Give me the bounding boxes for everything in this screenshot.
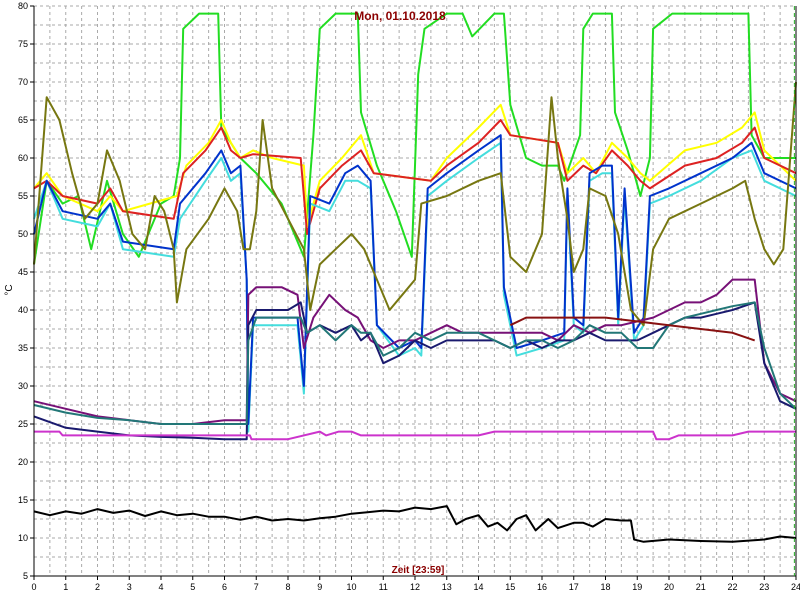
y-tick-label: 25 — [18, 419, 28, 429]
x-tick-label: 13 — [442, 582, 452, 592]
x-tick-label: 15 — [505, 582, 515, 592]
x-tick-label: 16 — [537, 582, 547, 592]
y-tick-label: 40 — [18, 305, 28, 315]
x-tick-label: 22 — [727, 582, 737, 592]
y-tick-label: 35 — [18, 343, 28, 353]
series-line-5 — [33, 134, 797, 425]
x-tick-label: 4 — [158, 582, 163, 592]
series-line-10 — [509, 316, 756, 342]
x-tick-label: 12 — [410, 582, 420, 592]
x-tick-label: 14 — [473, 582, 483, 592]
y-tick-label: 60 — [18, 153, 28, 163]
x-tick-label: 20 — [664, 582, 674, 592]
x-tick-label: 7 — [254, 582, 259, 592]
axes — [30, 5, 797, 580]
x-tick-label: 3 — [127, 582, 132, 592]
y-tick-label: 70 — [18, 77, 28, 87]
series-line-9 — [33, 301, 797, 425]
series-line-12 — [33, 505, 797, 543]
x-tick-label: 24 — [791, 582, 800, 592]
grid — [34, 5, 796, 577]
chart-title: Mon, 01.10.2018 — [354, 9, 446, 23]
y-tick-label: 80 — [18, 1, 28, 11]
x-tick-label: 11 — [379, 582, 388, 592]
y-tick-label: 5 — [23, 571, 28, 581]
y-tick-label: 55 — [18, 191, 28, 201]
x-tick-label: 19 — [632, 582, 642, 592]
y-tick-label: 45 — [18, 267, 28, 277]
y-axis-label: °C — [4, 284, 15, 295]
y-tick-label: 65 — [18, 115, 28, 125]
x-tick-label: 21 — [696, 582, 706, 592]
y-tick-label: 20 — [18, 457, 28, 467]
y-tick-label: 50 — [18, 229, 28, 239]
x-tick-label: 1 — [63, 582, 68, 592]
x-tick-label: 23 — [759, 582, 769, 592]
x-tick-label: 6 — [222, 582, 227, 592]
tick-labels: 0 1 2 3 4 5 6 7 8 9 10 11 12 13 14 15 16 17 18 19 20 21 22 23 24… — [18, 1, 800, 592]
series-line-11 — [34, 430, 796, 441]
x-tick-label: 2 — [95, 582, 100, 592]
x-tick-label: 8 — [285, 582, 290, 592]
series-layer — [33, 12, 797, 543]
x-tick-label: 18 — [600, 582, 610, 592]
x-tick-label: 0 — [31, 582, 36, 592]
x-tick-label: 5 — [190, 582, 195, 592]
y-tick-label: 10 — [18, 533, 28, 543]
y-tick-label: 30 — [18, 381, 28, 391]
x-tick-label: 9 — [317, 582, 322, 592]
x-tick-label: 10 — [346, 582, 356, 592]
x-tick-label: 17 — [569, 582, 579, 592]
y-tick-label: 15 — [18, 495, 28, 505]
x-axis-label: Zeit [23:59] — [392, 565, 445, 576]
series-line-3 — [33, 119, 797, 235]
y-tick-label: 75 — [18, 39, 28, 49]
